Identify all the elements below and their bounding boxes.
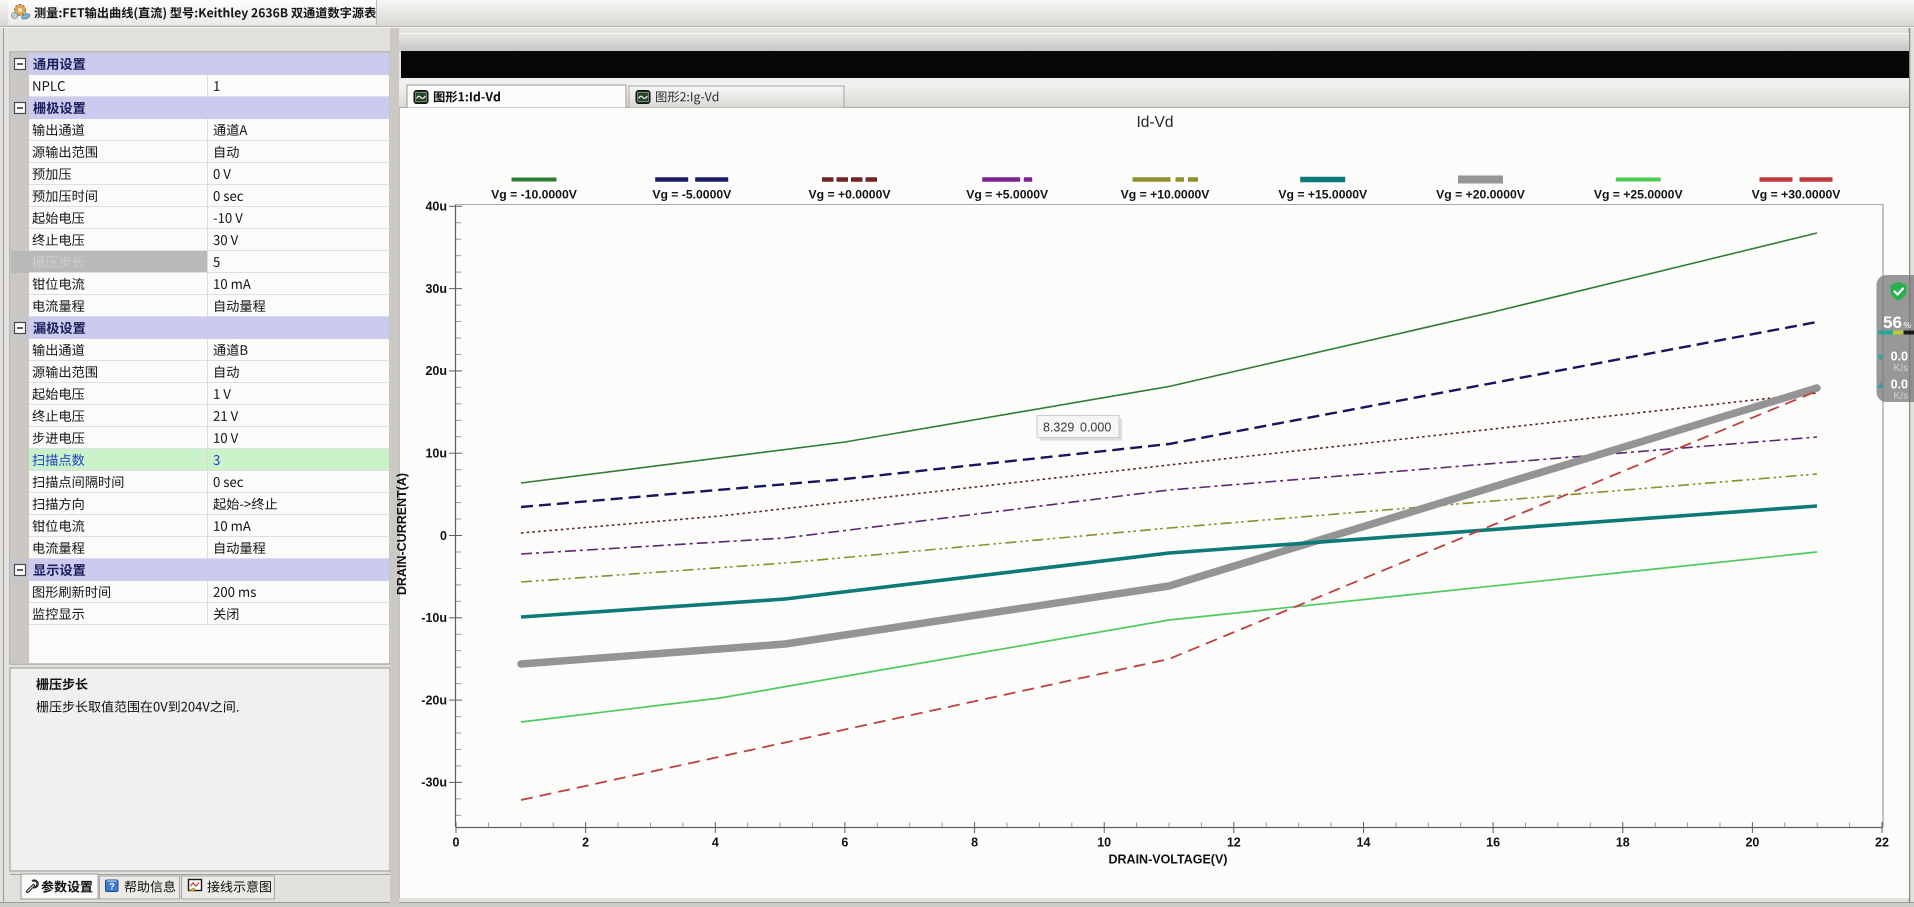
svg-text:4: 4	[712, 836, 719, 850]
svg-text:K/s: K/s	[1894, 391, 1908, 402]
svg-text:0.0: 0.0	[1891, 378, 1908, 392]
svg-text:K/s: K/s	[1894, 363, 1908, 374]
svg-text:DRAIN-VOLTAGE(V): DRAIN-VOLTAGE(V)	[1109, 853, 1228, 867]
svg-text:2: 2	[582, 836, 589, 850]
svg-text:Id-Vd: Id-Vd	[1136, 114, 1173, 131]
svg-text:-30u: -30u	[421, 776, 447, 790]
svg-text:20: 20	[1745, 836, 1759, 850]
svg-text:Vg = +25.0000V: Vg = +25.0000V	[1594, 188, 1684, 202]
svg-text:10u: 10u	[425, 447, 447, 461]
svg-text:DRAIN-CURRENT(A): DRAIN-CURRENT(A)	[395, 473, 409, 595]
svg-text:Vg = +30.0000V: Vg = +30.0000V	[1752, 188, 1842, 202]
svg-text:10: 10	[1097, 836, 1111, 850]
svg-text:18: 18	[1616, 836, 1630, 850]
svg-text:-20u: -20u	[421, 693, 447, 707]
svg-text:0: 0	[453, 836, 460, 850]
svg-text:-10u: -10u	[421, 611, 447, 625]
svg-text:30u: 30u	[425, 282, 447, 296]
svg-text:Vg = +15.0000V: Vg = +15.0000V	[1278, 188, 1368, 202]
svg-text:%: %	[1904, 320, 1912, 330]
svg-text:8.329: 8.329	[1043, 421, 1074, 435]
svg-text:0.0: 0.0	[1891, 350, 1908, 364]
svg-text:12: 12	[1227, 836, 1241, 850]
svg-text:?: ?	[109, 882, 115, 892]
svg-text:Vg = -5.0000V: Vg = -5.0000V	[652, 188, 732, 202]
svg-text:0: 0	[440, 529, 447, 543]
svg-text:56: 56	[1883, 313, 1902, 332]
svg-text:0.000: 0.000	[1080, 421, 1111, 435]
svg-text:Vg = +10.0000V: Vg = +10.0000V	[1121, 188, 1211, 202]
svg-text:20u: 20u	[425, 364, 447, 378]
svg-text:Vg = +20.0000V: Vg = +20.0000V	[1436, 188, 1526, 202]
svg-text:22: 22	[1875, 836, 1889, 850]
svg-text:40u: 40u	[425, 200, 447, 214]
svg-text:8: 8	[971, 836, 978, 850]
svg-text:Vg = +0.0000V: Vg = +0.0000V	[809, 188, 892, 202]
svg-text:14: 14	[1357, 836, 1371, 850]
svg-text:16: 16	[1486, 836, 1500, 850]
svg-text:Vg = -10.0000V: Vg = -10.0000V	[491, 188, 578, 202]
svg-text:6: 6	[841, 836, 848, 850]
svg-text:Vg = +5.0000V: Vg = +5.0000V	[966, 188, 1049, 202]
